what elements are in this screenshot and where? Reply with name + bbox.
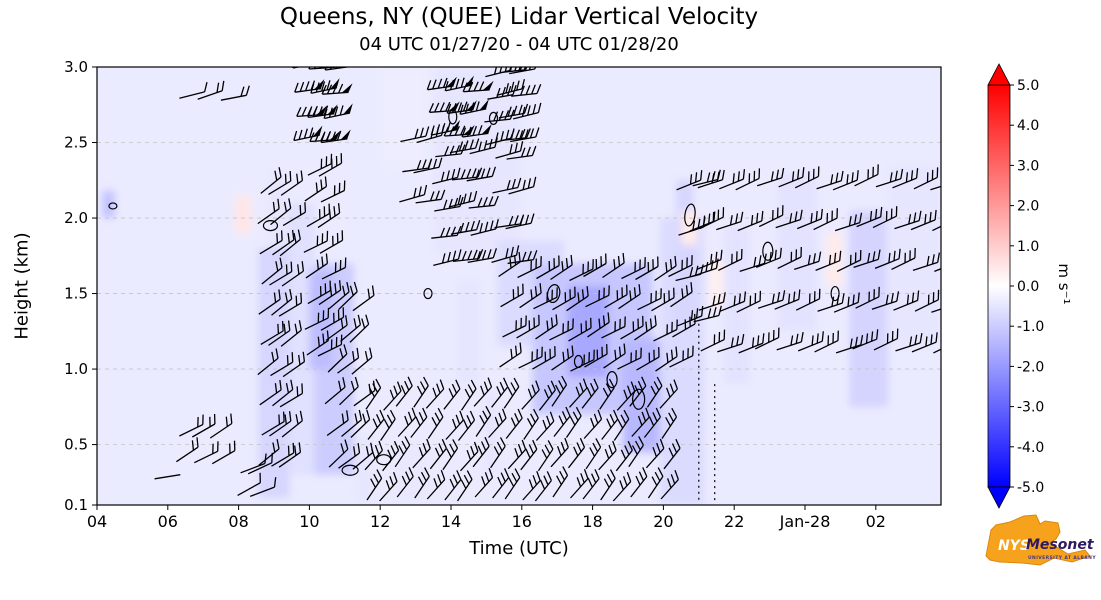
x-tick-label: 06 — [158, 512, 178, 531]
colorbar-tick-label: 2.0 — [1017, 199, 1039, 215]
x-tick-label: 04 — [87, 512, 107, 531]
wind-barbs-layer — [154, 67, 941, 502]
x-tick-label: 20 — [653, 512, 673, 531]
logo-nys-text: NYS — [998, 538, 1030, 554]
y-tick-label: 0.5 — [64, 436, 88, 454]
x-tick-label: 12 — [370, 512, 390, 531]
x-tick-label: 22 — [724, 512, 744, 531]
colorbar-bottom-arrow — [987, 486, 1011, 509]
contour-layer — [108, 109, 840, 502]
colorbar-tick-label: -2.0 — [1017, 359, 1044, 375]
colorbar-tick-label: 4.0 — [1017, 118, 1039, 134]
colorbar-tick-label: -5.0 — [1017, 480, 1044, 496]
y-axis-label: Height (km) — [11, 232, 33, 340]
x-tick-label: Jan-28 — [779, 512, 831, 531]
colorbar-tick-label: 1.0 — [1017, 239, 1039, 255]
colorbar-tick-label: -3.0 — [1017, 400, 1044, 416]
logo-state-icon — [985, 514, 1091, 566]
chart-subtitle: 04 UTC 01/27/20 - 04 UTC 01/28/20 — [359, 34, 679, 55]
x-tick-label: 02 — [866, 512, 886, 531]
logo-subtitle-text: UNIVERSITY AT ALBANY — [1028, 556, 1096, 561]
logo-mesonet-text: Mesonet — [1026, 537, 1094, 553]
y-tick-label: 2.0 — [64, 209, 88, 227]
x-tick-label: 10 — [299, 512, 319, 531]
colorbar-tick-label: -4.0 — [1017, 440, 1044, 456]
colorbar-top-arrow — [987, 63, 1011, 86]
y-axis-ticks: 0.1 0.5 1.0 1.5 2.0 2.5 3.0 — [64, 58, 97, 514]
colorbar-unit-label: m s⁻¹ — [1055, 263, 1073, 305]
x-tick-label: 08 — [228, 512, 248, 531]
colorbar-tick-label: 3.0 — [1017, 158, 1039, 174]
y-tick-label: 2.5 — [64, 134, 88, 152]
x-axis-ticks: 04 06 08 10 12 14 16 18 20 22 Jan-28 02 — [87, 505, 886, 531]
plot-border — [96, 66, 942, 506]
colorbar-tick-label: 5.0 — [1017, 78, 1039, 94]
colorbar-tick-label: -1.0 — [1017, 319, 1044, 335]
y-tick-label: 0.1 — [64, 496, 88, 514]
x-tick-label: 14 — [441, 512, 461, 531]
colorbar: 5.0 4.0 3.0 2.0 1.0 0.0 -1.0 -2.0 -3.0 -4.0 -5.0 — [987, 63, 1044, 509]
chart-title: Queens, NY (QUEE) Lidar Vertical Velocit… — [279, 4, 759, 30]
nys-mesonet-logo: NYS Mesonet UNIVERSITY AT ALBANY — [982, 512, 1097, 594]
y-tick-label: 1.5 — [64, 285, 88, 303]
x-tick-label: 18 — [582, 512, 602, 531]
x-tick-label: 16 — [512, 512, 532, 531]
y-tick-label: 3.0 — [64, 58, 88, 76]
x-axis-label: Time (UTC) — [469, 538, 569, 559]
y-tick-label: 1.0 — [64, 360, 88, 378]
colorbar-tick-label: 0.0 — [1017, 279, 1039, 295]
